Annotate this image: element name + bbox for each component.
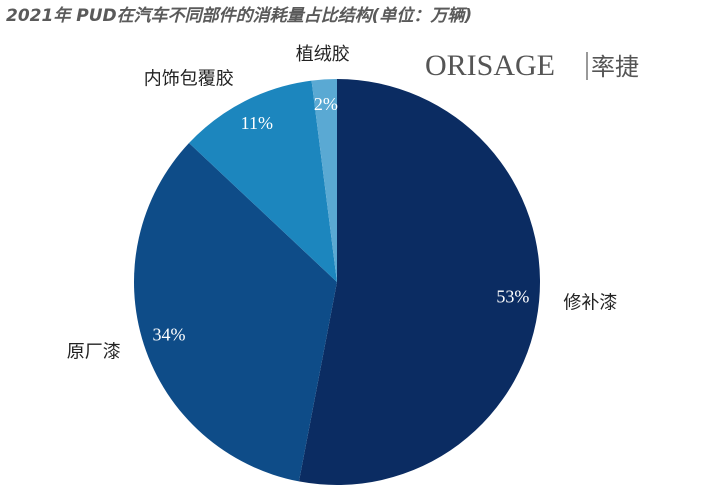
category-label: 修补漆 bbox=[563, 292, 617, 313]
category-label: 原厂漆 bbox=[67, 341, 121, 362]
pie-slice bbox=[311, 79, 337, 282]
chart-title: 2021年 PUD在汽车不同部件的消耗量占比结构(单位：万辆) bbox=[6, 6, 472, 26]
category-label: 内饰包覆胶 bbox=[144, 68, 234, 89]
value-label: 53% bbox=[496, 287, 529, 307]
category-label: 植绒胶 bbox=[296, 44, 350, 65]
value-label: 2% bbox=[314, 94, 338, 114]
value-label: 11% bbox=[241, 113, 273, 133]
pie-slice bbox=[134, 143, 337, 482]
pie-slice bbox=[189, 80, 337, 283]
pie-slice bbox=[298, 79, 541, 485]
value-label: 34% bbox=[153, 325, 186, 345]
logo: ORISAGE bbox=[425, 49, 555, 82]
logo-cn: 率捷 bbox=[591, 53, 639, 81]
